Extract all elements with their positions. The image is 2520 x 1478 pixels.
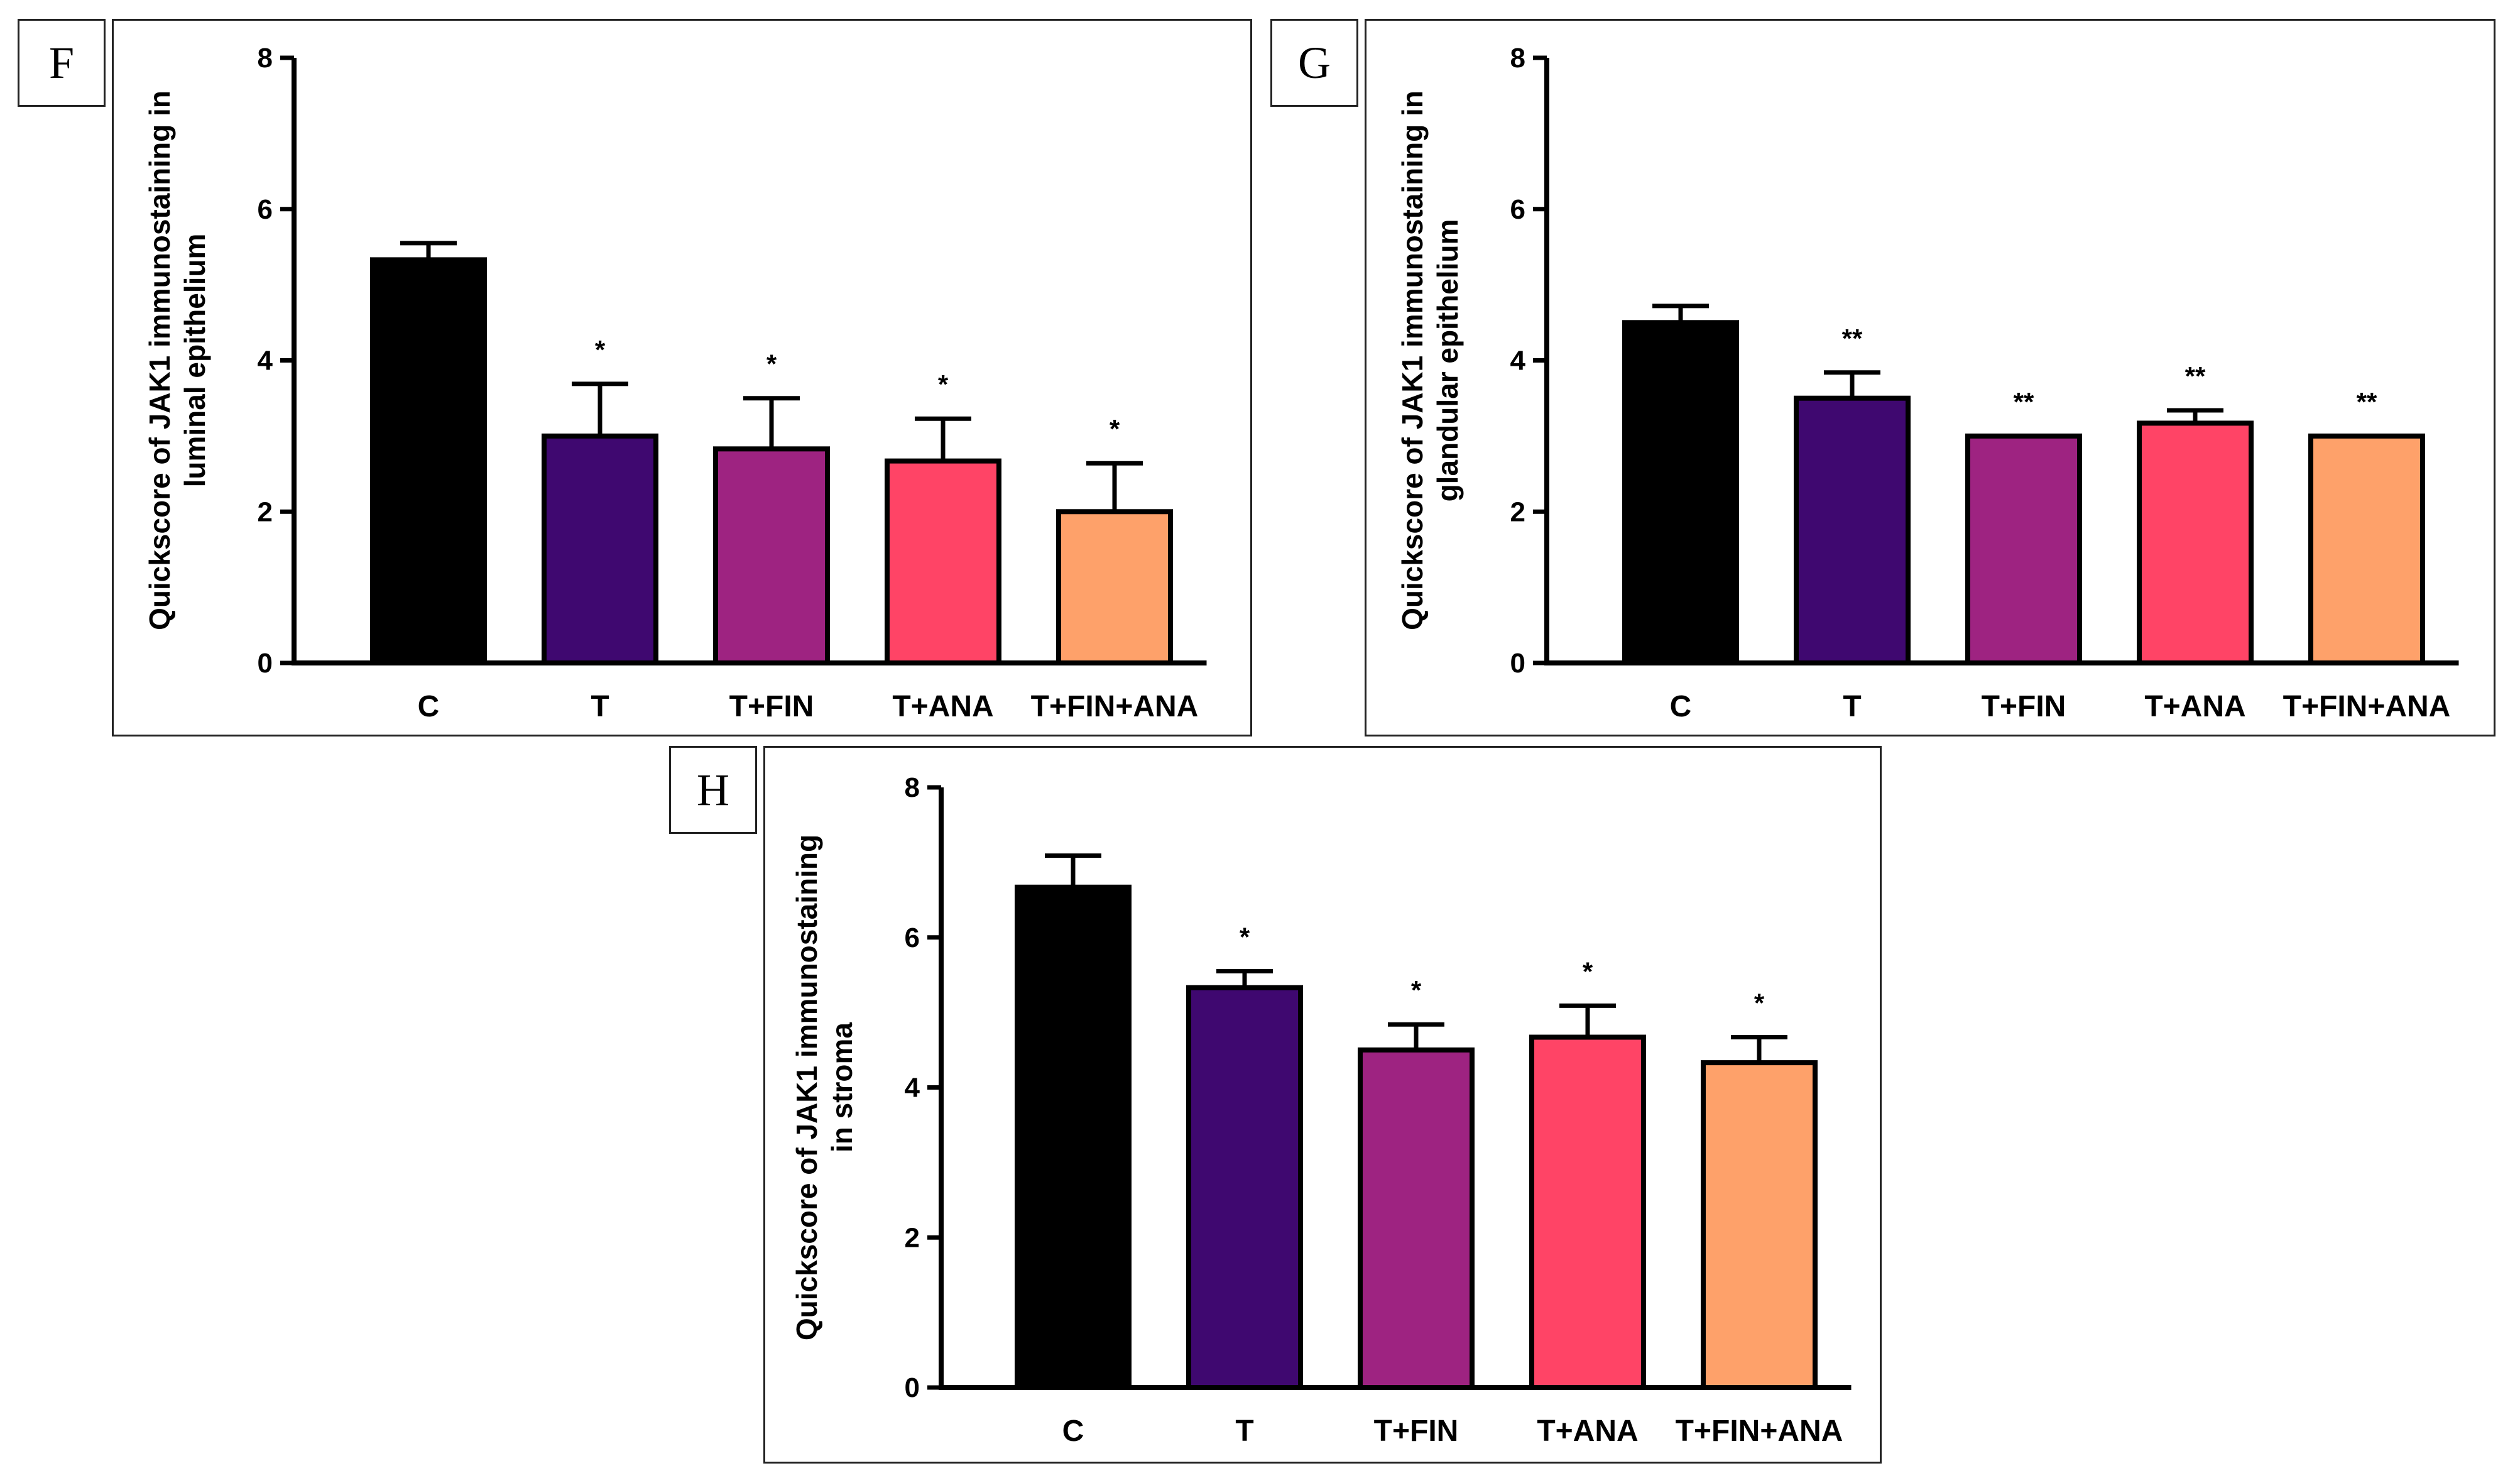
bar-g-3 bbox=[1965, 433, 2082, 665]
category-label-f: T+FIN bbox=[729, 690, 814, 723]
significance-marker-f: * bbox=[938, 370, 949, 399]
y-tick-label-h: 2 bbox=[905, 1222, 920, 1253]
y-axis-label-h: in stroma bbox=[826, 1022, 858, 1152]
y-tick-label-g: 8 bbox=[1510, 43, 1525, 74]
y-axis-label-f: luminal epithelium bbox=[178, 234, 211, 488]
bar-g-1 bbox=[1622, 320, 1739, 665]
significance-marker-g: ** bbox=[2185, 361, 2206, 391]
bar-h-2 bbox=[1186, 985, 1303, 1390]
category-label-g: T+ANA bbox=[2144, 690, 2245, 723]
panel-label-f: F bbox=[18, 19, 106, 107]
bar-h-4 bbox=[1529, 1034, 1646, 1391]
bar-f-2 bbox=[542, 433, 658, 665]
category-label-h: T+FIN bbox=[1374, 1415, 1459, 1448]
bar-f-3 bbox=[713, 446, 830, 665]
significance-marker-f: * bbox=[766, 349, 777, 379]
bar-h-5 bbox=[1701, 1060, 1818, 1390]
bar-f-4 bbox=[885, 458, 1001, 665]
category-label-h: T+ANA bbox=[1537, 1415, 1638, 1448]
significance-marker-g: ** bbox=[2014, 387, 2034, 417]
significance-marker-h: * bbox=[1411, 975, 1422, 1005]
y-tick-label-g: 0 bbox=[1510, 648, 1525, 679]
bar-g-4 bbox=[2137, 420, 2254, 665]
category-label-f: T+FIN+ANA bbox=[1031, 690, 1199, 723]
category-label-f: C bbox=[418, 690, 440, 723]
panel-label-h: H bbox=[669, 746, 757, 834]
significance-marker-h: * bbox=[1583, 956, 1593, 986]
significance-marker-f: * bbox=[1110, 414, 1120, 444]
y-tick-label-h: 0 bbox=[905, 1372, 920, 1403]
bar-f-5 bbox=[1056, 509, 1173, 665]
category-label-f: T bbox=[591, 690, 609, 723]
y-axis-label-h: Quickscore of JAK1 immunostaining bbox=[790, 835, 823, 1340]
y-tick-label-f: 2 bbox=[258, 496, 273, 527]
y-axis-label-f: Quickscore of JAK1 immunostaining in bbox=[143, 90, 176, 630]
chart-frame-g bbox=[1365, 19, 2495, 736]
y-tick-label-g: 6 bbox=[1510, 194, 1525, 225]
category-label-h: C bbox=[1062, 1415, 1084, 1448]
category-label-f: T+ANA bbox=[892, 690, 993, 723]
bar-chart-f: 0 2 4 6 8 Quickscore of JAK1 immunostaining i… bbox=[143, 43, 1207, 723]
y-tick-label-g: 4 bbox=[1510, 346, 1526, 376]
bar-chart-g: 0 2 4 6 8 Quickscore of JAK1 immunostaining i… bbox=[1396, 43, 2459, 723]
category-label-h: T bbox=[1235, 1415, 1253, 1448]
significance-marker-h: * bbox=[1754, 988, 1765, 1018]
y-tick-label-g: 2 bbox=[1510, 496, 1525, 527]
significance-marker-g: ** bbox=[2357, 387, 2377, 417]
category-label-g: T+FIN+ANA bbox=[2283, 690, 2451, 723]
chart-frame-h bbox=[763, 746, 1882, 1464]
significance-marker-f: * bbox=[595, 335, 606, 364]
category-label-g: C bbox=[1670, 690, 1692, 723]
y-tick-label-f: 8 bbox=[258, 43, 273, 74]
y-tick-label-h: 8 bbox=[905, 772, 920, 803]
category-label-g: T bbox=[1843, 690, 1861, 723]
y-tick-label-h: 6 bbox=[905, 922, 920, 953]
bar-f-1 bbox=[370, 257, 487, 665]
bar-g-5 bbox=[2308, 433, 2425, 665]
y-tick-label-f: 6 bbox=[258, 194, 273, 225]
category-label-h: T+FIN+ANA bbox=[1676, 1415, 1843, 1448]
category-label-g: T+FIN bbox=[1982, 690, 2066, 723]
bar-g-2 bbox=[1794, 395, 1911, 665]
y-tick-label-f: 0 bbox=[258, 648, 273, 679]
y-axis-label-g: Quickscore of JAK1 immunostaining in bbox=[1396, 90, 1429, 630]
y-tick-label-f: 4 bbox=[258, 346, 273, 376]
bar-h-3 bbox=[1358, 1047, 1475, 1390]
significance-marker-g: ** bbox=[1842, 324, 1863, 353]
y-axis-label-g: glandular epithelium bbox=[1431, 219, 1464, 502]
significance-marker-h: * bbox=[1240, 922, 1250, 951]
panel-label-g: G bbox=[1270, 19, 1358, 107]
y-tick-label-h: 4 bbox=[905, 1073, 920, 1103]
bar-h-1 bbox=[1015, 884, 1132, 1391]
